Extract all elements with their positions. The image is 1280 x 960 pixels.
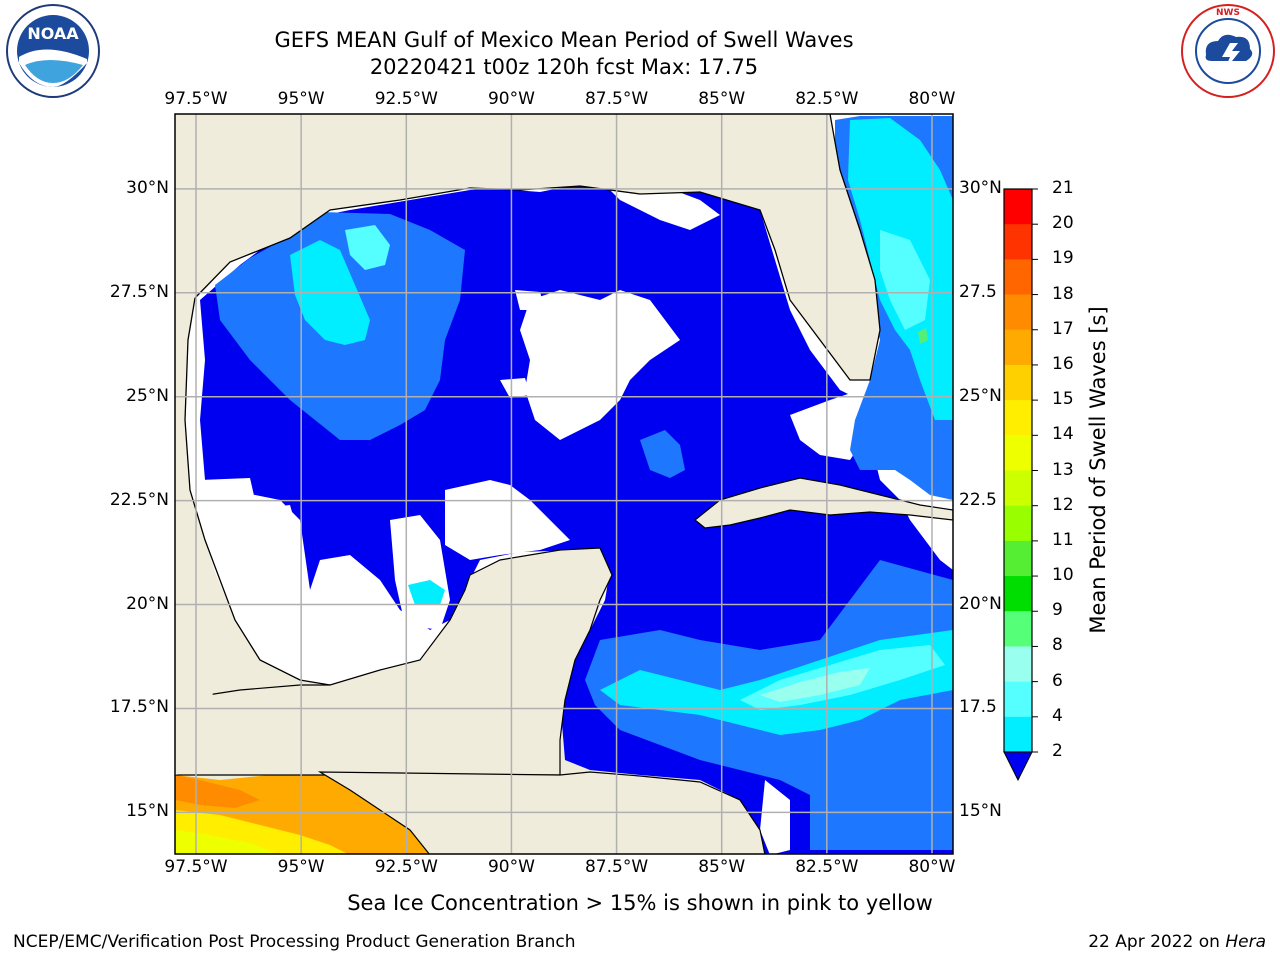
footer-credit: NCEP/EMC/Verification Post Processing Pr… (13, 932, 576, 952)
colorbar-tick-label: 12 (1052, 494, 1074, 515)
lon-tick-label-bottom: 95°W (277, 857, 325, 877)
svg-text:NOAA: NOAA (27, 24, 79, 43)
lat-tick-label-right: 22.5 (959, 489, 997, 510)
swell-6to8-region (345, 225, 390, 270)
colorbar-segment (1004, 470, 1032, 507)
colorbar-segment (1004, 716, 1032, 753)
colorbar-tick-label: 10 (1052, 565, 1074, 586)
no-data-patch (500, 378, 530, 398)
footer-date: 22 Apr 2022 on Hera (1088, 932, 1266, 952)
chart-subtitle: 20220421 t00z 120h fcst Max: 17.75 (369, 55, 759, 79)
colorbar-tick-label: 18 (1052, 283, 1074, 304)
swell-4to6-region (810, 795, 953, 850)
colorbar-label: Mean Period of Swell Waves [s] (1086, 306, 1110, 634)
lon-tick-label-bottom: 92.5°W (374, 857, 438, 877)
lon-tick-label-top: 97.5°W (164, 89, 228, 109)
colorbar-tick-label: 9 (1052, 600, 1063, 621)
lon-tick-label-top: 87.5°W (584, 89, 649, 109)
colorbar-segment (1004, 364, 1032, 401)
lat-tick-label-left: 15°N (126, 801, 169, 822)
no-data-patch (790, 390, 870, 460)
map-layers (175, 114, 953, 854)
lon-tick-label-top: 92.5°W (374, 89, 438, 109)
lat-tick-label-left: 27.5°N (109, 281, 169, 302)
colorbar (1003, 188, 1038, 782)
lon-tick-label-top: 80°W (908, 89, 956, 109)
sea-ice-region (175, 830, 278, 854)
lat-tick-label-right: 15°N (959, 801, 1002, 822)
colorbar-tick-label: 16 (1052, 353, 1074, 374)
colorbar-tick-label: 19 (1052, 248, 1074, 269)
footer-host: Hera (1225, 932, 1266, 952)
lat-tick-label-left: 25°N (126, 385, 169, 406)
colorbar-tick-label: 21 (1052, 178, 1074, 198)
lon-tick-label-bottom: 82.5°W (795, 857, 859, 877)
colorbar-segment (1004, 681, 1032, 718)
swell-4to6-spot (640, 430, 685, 478)
land-sw-mexico (175, 114, 880, 775)
colorbar-segment (1004, 646, 1032, 683)
colorbar-tick-label: 8 (1052, 635, 1063, 656)
colorbar-tick-label: 4 (1052, 705, 1063, 726)
swell-6to8-spot (408, 580, 445, 605)
land-cuba (694, 477, 953, 529)
colorbar-segment (1004, 294, 1032, 331)
sea-ice-note: Sea Ice Concentration > 15% is shown in … (347, 891, 933, 915)
coastlines (184, 114, 881, 686)
colorbar-tick-label: 15 (1052, 389, 1074, 410)
lon-tick-label-bottom: 97.5°W (164, 857, 228, 877)
colorbar-segment (1004, 224, 1032, 260)
lat-tick-label-right: 20°N (959, 593, 1002, 614)
colorbar-tick-label: 2 (1052, 741, 1063, 761)
lat-tick-label-right: 25°N (959, 385, 1002, 406)
lat-tick-label-left: 17.5°N (109, 697, 169, 718)
swell-9to10-spot (918, 328, 928, 344)
colorbar-tick-label: 20 (1052, 213, 1074, 234)
no-data-patch (205, 505, 315, 670)
lon-tick-label-top: 90°W (487, 89, 535, 109)
lon-tick-label-top: 85°W (698, 89, 746, 109)
colorbar-tick-label: 17 (1052, 318, 1074, 339)
lon-tick-label-bottom: 80°W (908, 857, 956, 877)
no-data-patch (200, 478, 255, 515)
colorbar-tick-label: 11 (1052, 529, 1074, 550)
svg-text:NWS: NWS (1216, 8, 1240, 18)
colorbar-segment (1004, 329, 1032, 366)
nws-logo: NWS (1181, 4, 1275, 98)
swell-8to9-region (880, 230, 930, 330)
lat-tick-label-right: 17.5 (959, 697, 997, 718)
colorbar-segment (1004, 505, 1032, 542)
noaa-logo: NOAA (6, 4, 100, 98)
swell-8to9-region (760, 668, 870, 702)
lon-tick-label-bottom: 90°W (487, 857, 535, 877)
gridlines (175, 114, 953, 854)
colorbar-segment (1004, 611, 1032, 647)
colorbar-tick-label: 6 (1052, 670, 1063, 691)
map-frame (174, 113, 954, 855)
colorbar-tick-label: 13 (1052, 459, 1074, 480)
lat-tick-label-left: 30°N (126, 177, 169, 198)
lon-tick-label-top: 82.5°W (795, 89, 859, 109)
lon-tick-label-bottom: 87.5°W (584, 857, 649, 877)
lat-tick-label-right: 27.5 (959, 281, 997, 302)
colorbar-extend-triangle (1003, 751, 1033, 782)
colorbar-tick-label: 14 (1052, 424, 1074, 445)
lat-tick-label-left: 20°N (126, 593, 169, 614)
colorbar-segment (1004, 576, 1032, 612)
colorbar-segment (1004, 400, 1032, 436)
footer-date-text: 22 Apr 2022 on (1088, 932, 1226, 952)
lat-tick-label-right: 30°N (959, 177, 1002, 198)
no-data-patch (520, 290, 680, 440)
lon-tick-label-top: 95°W (277, 89, 325, 109)
colorbar-segment (1004, 259, 1032, 296)
colorbar-segment (1004, 435, 1032, 471)
colorbar-segment (1004, 189, 1032, 225)
chart-title: GEFS MEAN Gulf of Mexico Mean Period of … (274, 28, 854, 52)
no-data-patch (515, 290, 545, 310)
colorbar-segment (1004, 540, 1032, 577)
lon-tick-label-bottom: 85°W (698, 857, 746, 877)
no-data-patch (760, 780, 790, 854)
lat-tick-label-left: 22.5°N (109, 489, 169, 510)
